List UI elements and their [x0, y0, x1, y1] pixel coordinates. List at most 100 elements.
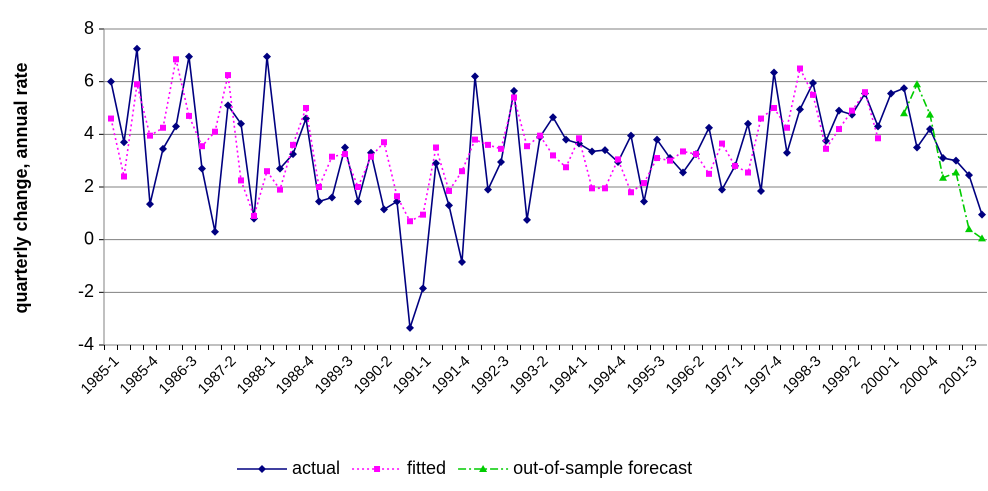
data-point — [341, 143, 349, 152]
x-tick-label: 1988-4 — [273, 353, 318, 398]
data-point — [680, 148, 686, 155]
data-point — [563, 164, 569, 171]
data-point — [926, 125, 934, 134]
data-point — [329, 153, 335, 160]
data-point — [797, 65, 803, 72]
legend-marker — [479, 465, 488, 472]
data-point — [263, 52, 271, 61]
data-point — [264, 168, 270, 175]
data-point — [718, 185, 726, 194]
data-point — [315, 197, 323, 206]
data-point — [524, 143, 530, 150]
data-point — [887, 89, 895, 98]
data-point — [706, 170, 712, 177]
data-point — [796, 105, 804, 114]
data-point — [667, 157, 673, 164]
data-point — [705, 123, 713, 132]
y-tick-label: 8 — [84, 18, 94, 38]
data-point — [693, 151, 699, 158]
data-point — [679, 168, 687, 177]
data-point — [641, 180, 647, 187]
data-point — [185, 52, 193, 61]
data-point — [419, 284, 427, 293]
data-point — [784, 124, 790, 131]
data-point — [732, 162, 738, 169]
data-point — [121, 173, 127, 180]
data-point — [186, 112, 192, 119]
data-point — [875, 135, 881, 142]
data-point — [120, 138, 128, 147]
data-point — [406, 323, 414, 332]
legend-label: out-of-sample forecast — [513, 458, 692, 478]
data-point — [446, 187, 452, 194]
data-point — [316, 184, 322, 190]
x-tick-label: 1995-3 — [624, 353, 669, 398]
data-point — [342, 151, 348, 158]
data-point — [355, 184, 361, 190]
legend-marker — [374, 466, 381, 472]
data-point — [758, 115, 764, 122]
data-point — [251, 212, 257, 219]
data-point — [212, 128, 218, 135]
data-point — [822, 136, 830, 145]
data-point — [628, 189, 634, 196]
y-tick-label: 6 — [84, 70, 94, 90]
x-tick-label: 1989-3 — [312, 353, 357, 398]
data-point — [199, 143, 205, 150]
data-point — [978, 210, 986, 219]
data-point — [433, 144, 439, 151]
data-point — [757, 186, 765, 195]
data-point — [380, 205, 388, 214]
data-point — [484, 185, 492, 194]
data-point — [965, 171, 973, 180]
data-point — [654, 155, 660, 162]
data-point — [836, 126, 842, 133]
data-point — [640, 197, 648, 206]
data-point — [211, 227, 219, 236]
data-point — [303, 105, 309, 111]
x-tick-label: 1997-4 — [741, 353, 786, 398]
data-point — [498, 145, 504, 152]
data-point — [770, 68, 778, 77]
data-point — [809, 78, 817, 87]
data-point — [290, 141, 296, 148]
x-tick-label: 1999-2 — [819, 353, 864, 398]
data-point — [224, 101, 232, 110]
series-line — [110, 59, 879, 223]
data-point — [381, 139, 387, 146]
data-point — [497, 157, 505, 166]
data-point — [913, 143, 921, 152]
data-point — [160, 124, 166, 131]
data-point — [354, 197, 362, 206]
data-point — [198, 164, 206, 173]
x-tick-label: 1992-3 — [468, 353, 513, 398]
data-point — [810, 91, 816, 98]
data-point — [173, 56, 179, 63]
y-axis-label: quarterly change, annual rate — [11, 62, 31, 313]
x-tick-label: 1990-2 — [351, 353, 396, 398]
data-point — [146, 200, 154, 209]
x-tick-label: 1998-3 — [780, 353, 825, 398]
data-point — [511, 94, 517, 101]
data-point — [172, 122, 180, 131]
x-tick-label: 2000-4 — [897, 353, 942, 398]
data-point — [134, 81, 140, 88]
data-point — [653, 135, 661, 144]
data-point — [108, 115, 114, 122]
x-tick-label: 1991-1 — [390, 353, 435, 398]
y-tick-label: 0 — [84, 228, 94, 248]
data-point — [913, 80, 921, 88]
data-point — [575, 139, 583, 148]
data-point — [978, 234, 986, 242]
data-point — [783, 148, 791, 157]
data-point — [472, 136, 478, 143]
data-point — [394, 193, 400, 200]
x-tick-label: 1997-1 — [702, 353, 747, 398]
data-point — [835, 106, 843, 115]
data-point — [771, 105, 777, 111]
x-tick-label: 1985-1 — [78, 353, 123, 398]
y-tick-label: -4 — [78, 334, 94, 354]
data-point — [576, 135, 582, 142]
data-point — [238, 177, 244, 184]
